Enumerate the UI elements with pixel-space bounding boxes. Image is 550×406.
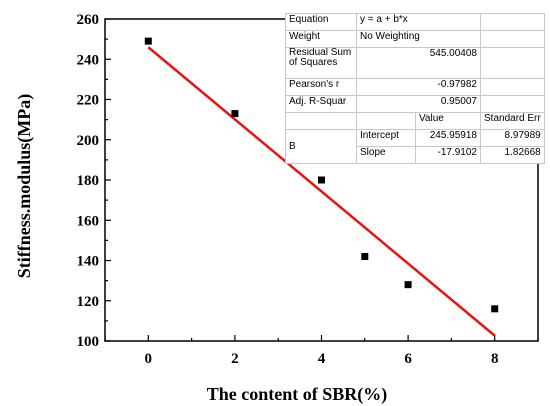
x-axis-title: The content of SBR(%)	[207, 384, 388, 405]
table-row: Slope -17.9102 1.82668	[286, 146, 545, 164]
intercept-value: 245.95918	[415, 129, 481, 147]
rss-label-cell: Residual Sum of Squares	[285, 47, 357, 79]
empty-cell	[480, 95, 545, 113]
table-row: Pearson's r -0.97982	[285, 78, 545, 96]
empty-cell	[480, 13, 545, 31]
intercept-label: Intercept	[356, 129, 416, 147]
y-tick-label: 200	[77, 133, 100, 149]
data-point	[231, 110, 239, 118]
slope-value: -17.9102	[415, 146, 481, 164]
fit-line-group	[147, 46, 496, 337]
slope-error: 1.82668	[480, 146, 545, 164]
empty-cell	[480, 78, 545, 96]
pearson-value: -0.97982	[356, 78, 481, 96]
y-tick-label: 120	[77, 294, 100, 310]
y-tick-label: 240	[77, 52, 100, 68]
table-row: Equation y = a + b*x	[285, 13, 545, 31]
x-tick-label: 2	[231, 351, 239, 367]
data-point	[491, 305, 499, 313]
value-header: Value	[415, 112, 481, 130]
equation-value: y = a + b*x	[356, 13, 481, 31]
empty-cell	[356, 112, 416, 130]
empty-cell	[480, 47, 545, 79]
adjr-label: Adj. R-Squar	[285, 95, 357, 113]
equation-label: Equation	[285, 13, 357, 31]
fit-results-table: Equation y = a + b*x Weight No Weighting…	[285, 13, 545, 164]
table-row: Value Standard Err	[285, 112, 545, 130]
y-tick-label: 220	[77, 93, 100, 109]
table-row: Residual Sum of Squares 545.00408	[285, 47, 545, 79]
rss-value: 545.00408	[356, 47, 481, 79]
weight-value: No Weighting	[356, 30, 481, 48]
data-point	[361, 252, 369, 260]
pearson-label: Pearson's r	[285, 78, 357, 96]
data-point	[318, 176, 325, 184]
empty-cell	[285, 112, 357, 130]
data-point	[404, 281, 412, 289]
y-tick-label: 140	[77, 254, 100, 270]
empty-cell	[480, 30, 545, 48]
slope-label: Slope	[356, 146, 416, 164]
x-tick-label: 4	[318, 351, 326, 367]
y-tick-label: 160	[77, 213, 100, 229]
table-row: Adj. R-Squar 0.95007	[285, 95, 545, 113]
y-axis-title: Stiffness.modulus(MPa)	[14, 94, 35, 279]
weight-label: Weight	[285, 30, 357, 48]
group-label: B	[285, 129, 357, 164]
ticks: 0 2 4 6 8 100 120 140 160 180 200 220 240 260	[77, 12, 539, 367]
rss-label: Residual Sum of Squares	[289, 48, 352, 68]
table-row: Weight No Weighting	[285, 30, 545, 48]
table-row: B Intercept 245.95918 8.97989	[285, 129, 545, 164]
data-point	[144, 37, 152, 45]
x-tick-label: 6	[404, 351, 412, 367]
y-tick-label: 260	[77, 12, 100, 28]
data-points	[144, 37, 499, 313]
x-tick-label: 8	[491, 351, 499, 367]
x-tick-label: 0	[145, 351, 153, 367]
intercept-error: 8.97989	[480, 129, 545, 147]
y-tick-label: 100	[77, 334, 100, 350]
y-tick-label: 180	[77, 173, 100, 189]
stderr-header: Standard Err	[480, 112, 545, 130]
fit-line	[147, 46, 496, 337]
adjr-value: 0.95007	[356, 95, 481, 113]
